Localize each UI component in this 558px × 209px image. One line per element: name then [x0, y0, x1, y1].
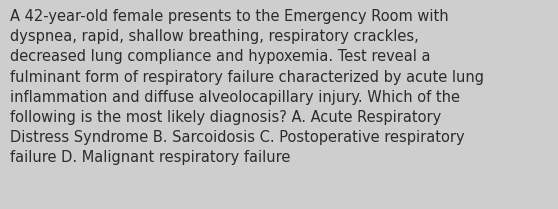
Text: A 42-year-old female presents to the Emergency Room with
dyspnea, rapid, shallow: A 42-year-old female presents to the Eme…: [10, 9, 484, 165]
